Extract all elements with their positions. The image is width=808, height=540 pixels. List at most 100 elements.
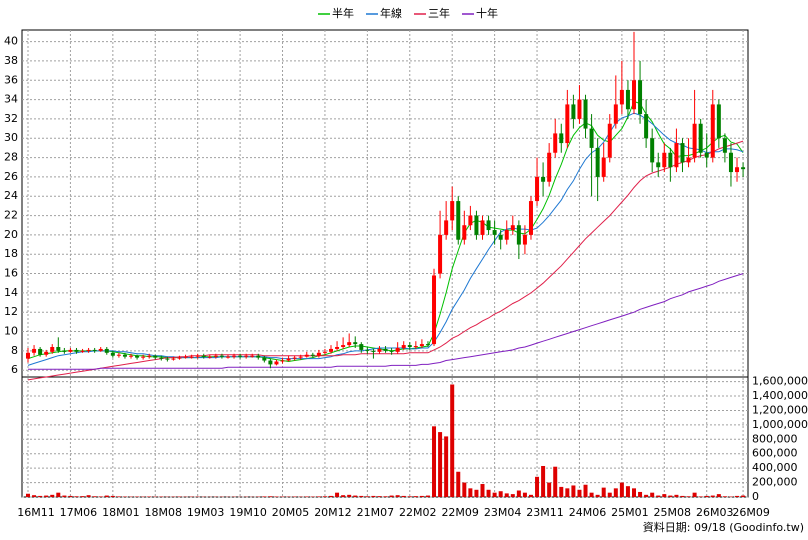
volume-bar xyxy=(601,487,606,497)
candle-body xyxy=(668,152,673,168)
volume-bar xyxy=(50,494,55,497)
volume-bar xyxy=(347,494,352,497)
candle-body xyxy=(450,201,455,221)
volume-tick-label: 1,600,000 xyxy=(752,375,808,388)
legend-label: 三年 xyxy=(428,6,450,20)
candle-body xyxy=(510,225,515,231)
candle-body xyxy=(383,348,388,351)
volume-bar xyxy=(377,496,382,497)
volume-bar xyxy=(480,484,485,497)
volume-bar xyxy=(541,465,546,497)
candle-body xyxy=(577,99,582,119)
candle-body xyxy=(153,355,158,358)
volume-bar xyxy=(92,496,97,497)
x-tick-label: 20M05 xyxy=(272,506,310,519)
volume-bar xyxy=(26,493,30,497)
volume-bar xyxy=(741,495,746,497)
y-tick-label: 18 xyxy=(4,247,18,260)
volume-bar xyxy=(262,496,267,497)
volume-bar xyxy=(44,495,49,497)
candle-body xyxy=(177,357,182,359)
candle-body xyxy=(74,349,79,352)
volume-bar xyxy=(680,495,685,497)
y-tick-label: 34 xyxy=(4,93,18,106)
candle-body xyxy=(322,351,327,353)
candle-body xyxy=(207,356,212,358)
volume-tick-label: 1,200,000 xyxy=(752,403,808,416)
volume-bar xyxy=(383,496,388,497)
volume-bar xyxy=(116,496,121,497)
candle-body xyxy=(553,133,558,153)
candle-body xyxy=(147,355,152,357)
candle-body xyxy=(98,348,103,351)
volume-bar xyxy=(407,496,412,497)
candle-body xyxy=(129,355,134,357)
volume-bar xyxy=(510,494,515,497)
candle-body xyxy=(44,351,49,355)
candle-body xyxy=(419,344,424,347)
volume-bar xyxy=(656,495,661,497)
candle-body xyxy=(316,352,321,356)
candle-body xyxy=(298,356,303,358)
candle-body xyxy=(722,138,727,153)
volume-bar xyxy=(692,492,697,497)
volume-bar xyxy=(147,496,152,497)
volume-bar xyxy=(322,496,327,497)
candle-body xyxy=(444,220,449,235)
volume-bar xyxy=(619,482,624,497)
volume-bar xyxy=(80,496,85,497)
candle-body xyxy=(159,357,164,359)
candle-body xyxy=(407,345,412,348)
candle-body xyxy=(583,99,588,129)
y-tick-label: 8 xyxy=(11,344,18,357)
volume-bar xyxy=(353,495,358,497)
candle-body xyxy=(741,167,746,170)
candle-body xyxy=(165,358,170,360)
candle-body xyxy=(135,355,140,358)
candle-body xyxy=(38,348,43,355)
volume-bar xyxy=(644,494,649,497)
candle-body xyxy=(644,114,649,139)
candle-body xyxy=(353,342,358,345)
x-tick-label: 22M09 xyxy=(441,506,479,519)
volume-bar xyxy=(492,492,497,497)
candle-body xyxy=(377,348,382,352)
volume-bar xyxy=(413,496,418,497)
candle-body xyxy=(474,215,479,235)
volume-bar xyxy=(444,436,449,497)
candle-body xyxy=(274,361,279,365)
candle-body xyxy=(486,220,491,231)
candle-body xyxy=(92,349,97,351)
volume-tick-label: 600,000 xyxy=(752,447,798,460)
candle-body xyxy=(704,152,709,158)
volume-bar xyxy=(468,488,473,497)
volume-bar xyxy=(341,495,346,497)
volume-bar xyxy=(625,486,630,497)
candle-body xyxy=(250,355,255,357)
candle-body xyxy=(225,356,230,358)
candle-body xyxy=(571,104,576,119)
candle-body xyxy=(698,123,703,153)
volume-bar xyxy=(68,495,73,497)
candle-body xyxy=(219,355,224,357)
volume-bar xyxy=(535,476,540,497)
volume-bar xyxy=(504,493,509,497)
candle-body xyxy=(607,123,612,158)
volume-bar xyxy=(86,495,91,497)
candle-body xyxy=(438,234,443,274)
candle-body xyxy=(62,350,67,352)
x-tick-label: 22M02 xyxy=(399,506,437,519)
volume-bar xyxy=(450,384,455,497)
legend-label: 十年 xyxy=(476,6,498,20)
volume-bar xyxy=(547,482,552,497)
candle-body xyxy=(601,157,606,177)
candle-body xyxy=(104,348,109,353)
source-note: 資料日期: 09/18 (Goodinfo.tw) xyxy=(643,520,804,534)
volume-bar xyxy=(559,486,564,497)
volume-bar xyxy=(674,494,679,497)
candle-body xyxy=(432,275,437,345)
x-tick-label: 19M10 xyxy=(229,506,267,519)
candle-body xyxy=(365,349,370,351)
volume-bar xyxy=(565,488,570,497)
volume-bar xyxy=(710,495,715,497)
